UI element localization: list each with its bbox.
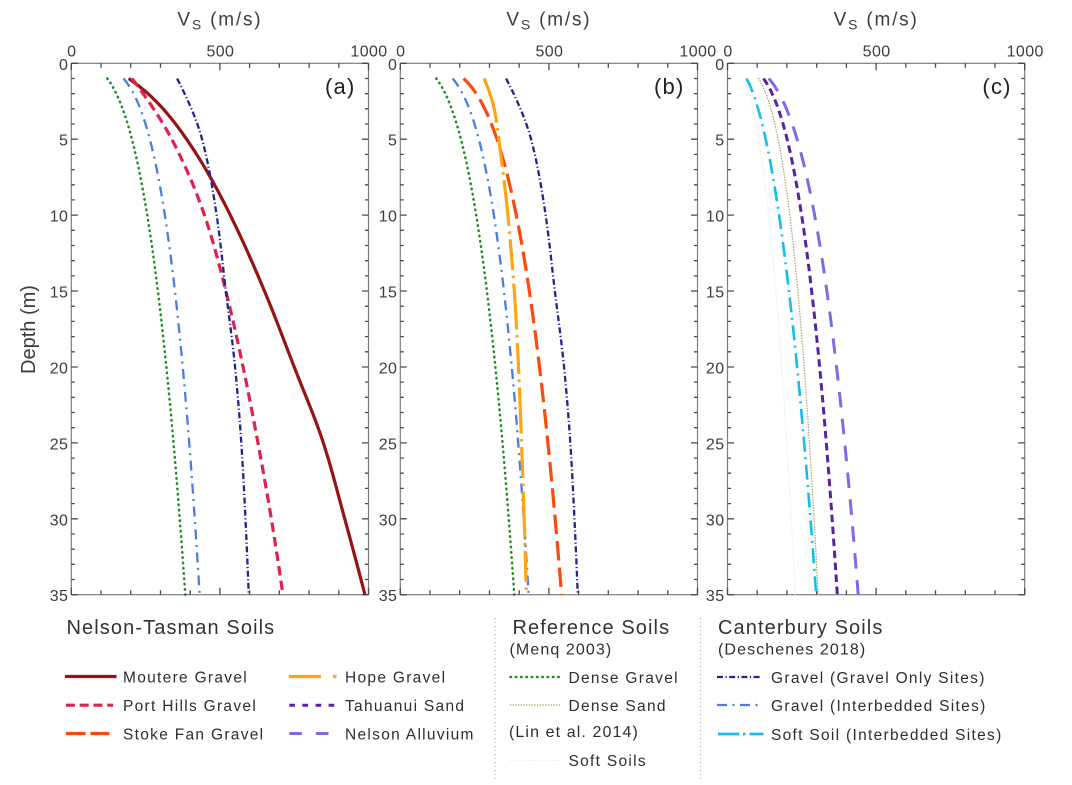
svg-text:(Lin et al. 2014): (Lin et al. 2014) — [509, 724, 639, 741]
svg-text:Stoke Fan Gravel: Stoke Fan Gravel — [123, 727, 264, 744]
svg-text:1000: 1000 — [350, 44, 387, 61]
svg-text:VS (m/s): VS (m/s) — [834, 10, 919, 33]
svg-text:Dense Gravel: Dense Gravel — [569, 670, 679, 687]
svg-text:15: 15 — [706, 285, 725, 302]
svg-text:VS (m/s): VS (m/s) — [506, 10, 591, 33]
svg-text:Tahuanui Sand: Tahuanui Sand — [345, 698, 465, 715]
svg-text:Gravel (Interbedded Sites): Gravel (Interbedded Sites) — [771, 698, 987, 715]
svg-text:0: 0 — [59, 57, 68, 74]
svg-text:Gravel (Gravel Only Sites): Gravel (Gravel Only Sites) — [771, 670, 986, 687]
svg-text:5: 5 — [388, 133, 397, 150]
svg-text:Nelson-Tasman Soils: Nelson-Tasman Soils — [67, 617, 276, 639]
svg-text:500: 500 — [535, 44, 563, 61]
svg-text:500: 500 — [863, 44, 891, 61]
svg-text:Depth (m): Depth (m) — [18, 285, 40, 374]
svg-text:Soft Soil (Interbedded Sites): Soft Soil (Interbedded Sites) — [771, 727, 1003, 744]
svg-text:0: 0 — [67, 44, 76, 61]
svg-text:15: 15 — [379, 285, 398, 302]
svg-text:10: 10 — [706, 209, 725, 226]
svg-text:0: 0 — [396, 44, 405, 61]
svg-text:15: 15 — [50, 285, 69, 302]
svg-text:30: 30 — [50, 512, 69, 529]
svg-text:10: 10 — [50, 209, 69, 226]
svg-text:(Menq 2003): (Menq 2003) — [510, 642, 613, 659]
svg-text:Reference Soils: Reference Soils — [513, 617, 671, 639]
svg-text:1000: 1000 — [679, 44, 716, 61]
svg-text:Soft Soils: Soft Soils — [569, 753, 647, 770]
svg-text:20: 20 — [706, 361, 725, 378]
svg-text:(Deschenes 2018): (Deschenes 2018) — [718, 642, 866, 659]
svg-text:500: 500 — [206, 44, 234, 61]
svg-text:1000: 1000 — [1007, 44, 1044, 61]
svg-text:Nelson Alluvium: Nelson Alluvium — [345, 727, 475, 744]
svg-text:30: 30 — [706, 512, 725, 529]
svg-text:Port Hills Gravel: Port Hills Gravel — [123, 698, 257, 715]
svg-text:25: 25 — [706, 436, 725, 453]
svg-text:30: 30 — [379, 512, 398, 529]
svg-text:20: 20 — [50, 361, 69, 378]
svg-text:(a): (a) — [325, 74, 356, 99]
svg-text:10: 10 — [379, 209, 398, 226]
svg-text:20: 20 — [379, 361, 398, 378]
svg-text:VS (m/s): VS (m/s) — [177, 10, 262, 33]
svg-text:(c): (c) — [982, 74, 1011, 99]
svg-text:25: 25 — [379, 436, 398, 453]
svg-text:35: 35 — [706, 588, 725, 605]
svg-text:Canterbury Soils: Canterbury Soils — [718, 617, 883, 639]
svg-text:0: 0 — [388, 57, 397, 74]
svg-text:0: 0 — [715, 57, 724, 74]
svg-text:5: 5 — [715, 133, 724, 150]
svg-text:25: 25 — [50, 436, 69, 453]
svg-text:(b): (b) — [654, 74, 685, 99]
svg-text:Dense Sand: Dense Sand — [569, 698, 667, 715]
svg-text:5: 5 — [59, 133, 68, 150]
svg-text:Moutere Gravel: Moutere Gravel — [123, 670, 248, 687]
svg-text:Hope Gravel: Hope Gravel — [345, 670, 446, 687]
svg-text:35: 35 — [50, 588, 69, 605]
svg-text:0: 0 — [723, 44, 732, 61]
svg-text:35: 35 — [379, 588, 398, 605]
